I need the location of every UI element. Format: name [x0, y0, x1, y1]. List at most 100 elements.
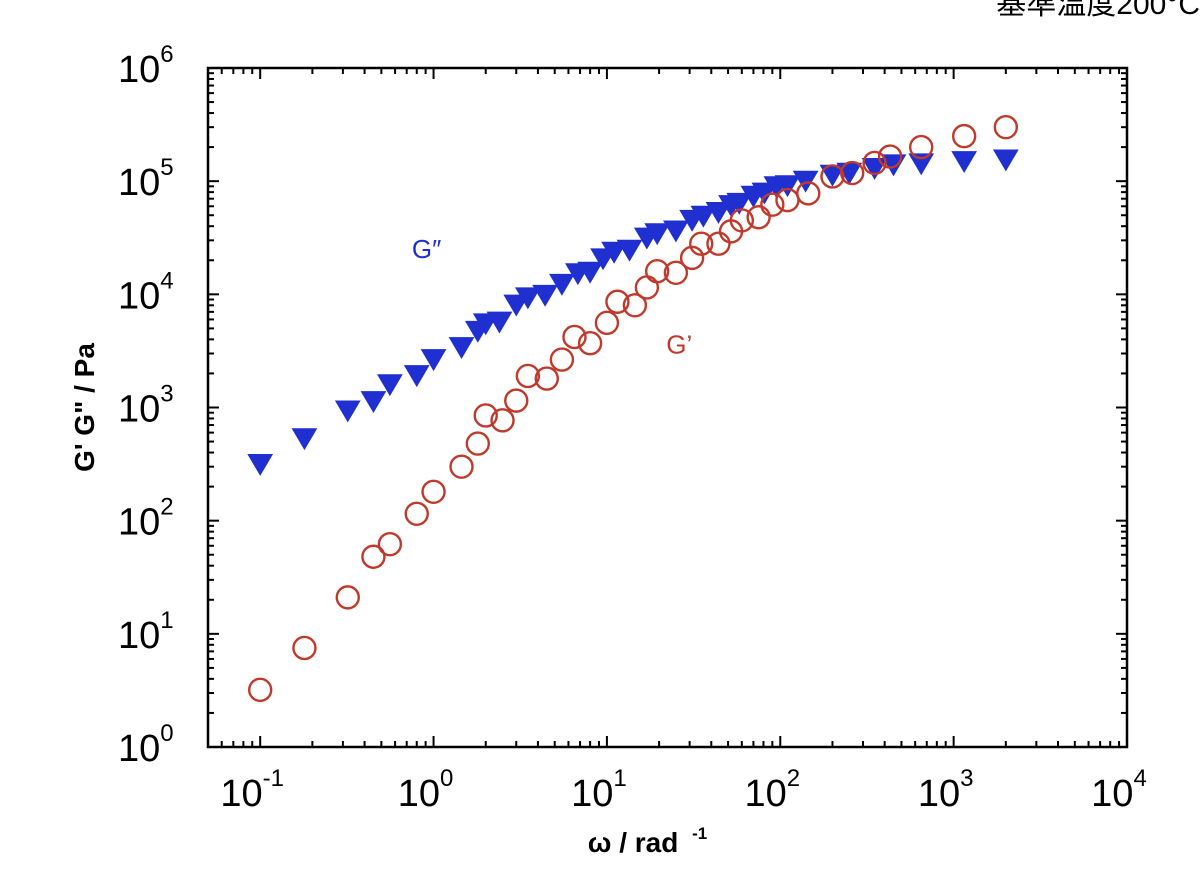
- data-point-circle: [594, 310, 620, 336]
- y-tick-label: 105: [118, 154, 174, 204]
- x-tick-exponent: 4: [1133, 765, 1146, 792]
- data-point-circle: [490, 408, 515, 433]
- data-point-circle: [449, 454, 474, 479]
- data-point-circle: [644, 259, 670, 284]
- data-point-triangle: [403, 365, 430, 388]
- y-tick-label: 106: [118, 41, 174, 91]
- data-point-triangle: [690, 205, 717, 228]
- data-point-circle: [335, 585, 360, 610]
- data-point-circle: [820, 164, 845, 189]
- y-tick-label: 100: [118, 720, 174, 770]
- y-tick-exponent: 1: [160, 607, 173, 634]
- series-annotation: G’: [666, 330, 692, 360]
- data-point-triangle: [792, 170, 819, 193]
- data-point-circle: [473, 403, 498, 428]
- data-point-triangle: [377, 374, 403, 397]
- data-point-triangle: [705, 201, 732, 224]
- x-tick-base: 10: [744, 773, 786, 815]
- data-point-triangle: [532, 284, 558, 307]
- data-point-triangle: [726, 192, 753, 215]
- x-tick-base: 10: [1091, 773, 1133, 815]
- data-point-triangle: [448, 337, 475, 360]
- data-point-triangle: [774, 175, 801, 198]
- data-point-circle: [840, 160, 865, 186]
- data-point-triangle: [360, 391, 387, 414]
- data-point-circle: [909, 134, 934, 160]
- data-point-circle: [679, 245, 705, 271]
- data-point-triangle: [549, 273, 575, 296]
- x-tick-exponent: 1: [613, 765, 626, 792]
- data-point-circle: [421, 479, 446, 504]
- data-point-circle: [729, 208, 755, 233]
- data-point-triangle: [992, 149, 1019, 172]
- y-tick-base: 10: [118, 49, 160, 91]
- x-tick-label: 104: [1091, 765, 1147, 815]
- y-axis-title: G' G" / Pa: [69, 343, 100, 472]
- y-tick-base: 10: [118, 502, 160, 544]
- data-point-circle: [465, 431, 491, 456]
- y-tick-exponent: 2: [160, 494, 173, 521]
- y-tick-base: 10: [118, 389, 160, 431]
- data-point-triangle: [503, 294, 530, 317]
- y-tick-base: 10: [118, 162, 160, 204]
- data-point-circle: [534, 366, 559, 391]
- y-tick-exponent: 6: [160, 41, 173, 68]
- x-tick-label: 101: [571, 765, 627, 815]
- series-layer: [247, 114, 1019, 703]
- data-point-circle: [549, 347, 575, 372]
- minor-ticks: [207, 68, 1127, 747]
- y-tick-base: 10: [118, 728, 160, 770]
- series-annotation: G″: [412, 234, 441, 264]
- y-tick-label: 104: [118, 267, 174, 317]
- header-text: 基準温度200°C: [996, 0, 1200, 21]
- data-point-circle: [689, 231, 714, 256]
- data-point-circle: [605, 289, 630, 314]
- x-axis-title-main: ω / rad: [588, 827, 679, 858]
- data-point-circle: [504, 388, 529, 413]
- major-ticks: [208, 67, 1128, 748]
- x-tick-base: 10: [918, 773, 960, 815]
- data-point-circle: [746, 205, 771, 230]
- x-tick-exponent: 2: [787, 765, 800, 792]
- series-g-double-prime: [247, 149, 1019, 476]
- data-point-circle: [993, 114, 1019, 140]
- x-tick-label: 10-1: [220, 765, 284, 815]
- y-tick-exponent: 5: [160, 154, 173, 181]
- x-tick-base: 10: [571, 773, 613, 815]
- x-tick-base: 10: [220, 773, 262, 815]
- y-tick-base: 10: [118, 615, 160, 657]
- data-point-circle: [760, 192, 785, 217]
- y-tick-exponent: 4: [160, 267, 173, 294]
- x-tick-exponent: 3: [960, 765, 973, 792]
- annotation-layer: G″ G’: [412, 234, 692, 360]
- data-point-triangle: [420, 349, 447, 372]
- data-point-circle: [247, 677, 273, 703]
- data-point-triangle: [514, 287, 541, 310]
- data-point-circle: [577, 330, 603, 356]
- data-point-triangle: [577, 261, 603, 284]
- y-tick-exponent: 0: [160, 720, 173, 747]
- y-tick-label: 103: [118, 381, 174, 431]
- series-g-prime: [247, 114, 1019, 703]
- data-point-circle: [706, 231, 731, 256]
- y-tick-label: 102: [118, 494, 174, 544]
- data-point-circle: [361, 544, 386, 569]
- data-point-circle: [951, 123, 977, 149]
- data-point-triangle: [291, 428, 318, 451]
- data-point-circle: [877, 144, 903, 169]
- y-tick-label: 101: [118, 607, 174, 657]
- y-tick-base: 10: [118, 275, 160, 317]
- x-axis-title: ω / rad -1: [588, 824, 707, 858]
- data-point-circle: [663, 260, 689, 285]
- x-tick-label: 103: [918, 765, 974, 815]
- data-point-triangle: [663, 220, 689, 243]
- data-point-triangle: [951, 151, 978, 173]
- x-tick-exponent: 0: [440, 765, 453, 792]
- x-tick-label: 102: [744, 765, 800, 815]
- data-point-circle: [292, 635, 317, 661]
- data-point-triangle: [247, 454, 274, 476]
- data-point-triangle: [908, 153, 935, 176]
- y-tick-exponent: 3: [160, 381, 173, 408]
